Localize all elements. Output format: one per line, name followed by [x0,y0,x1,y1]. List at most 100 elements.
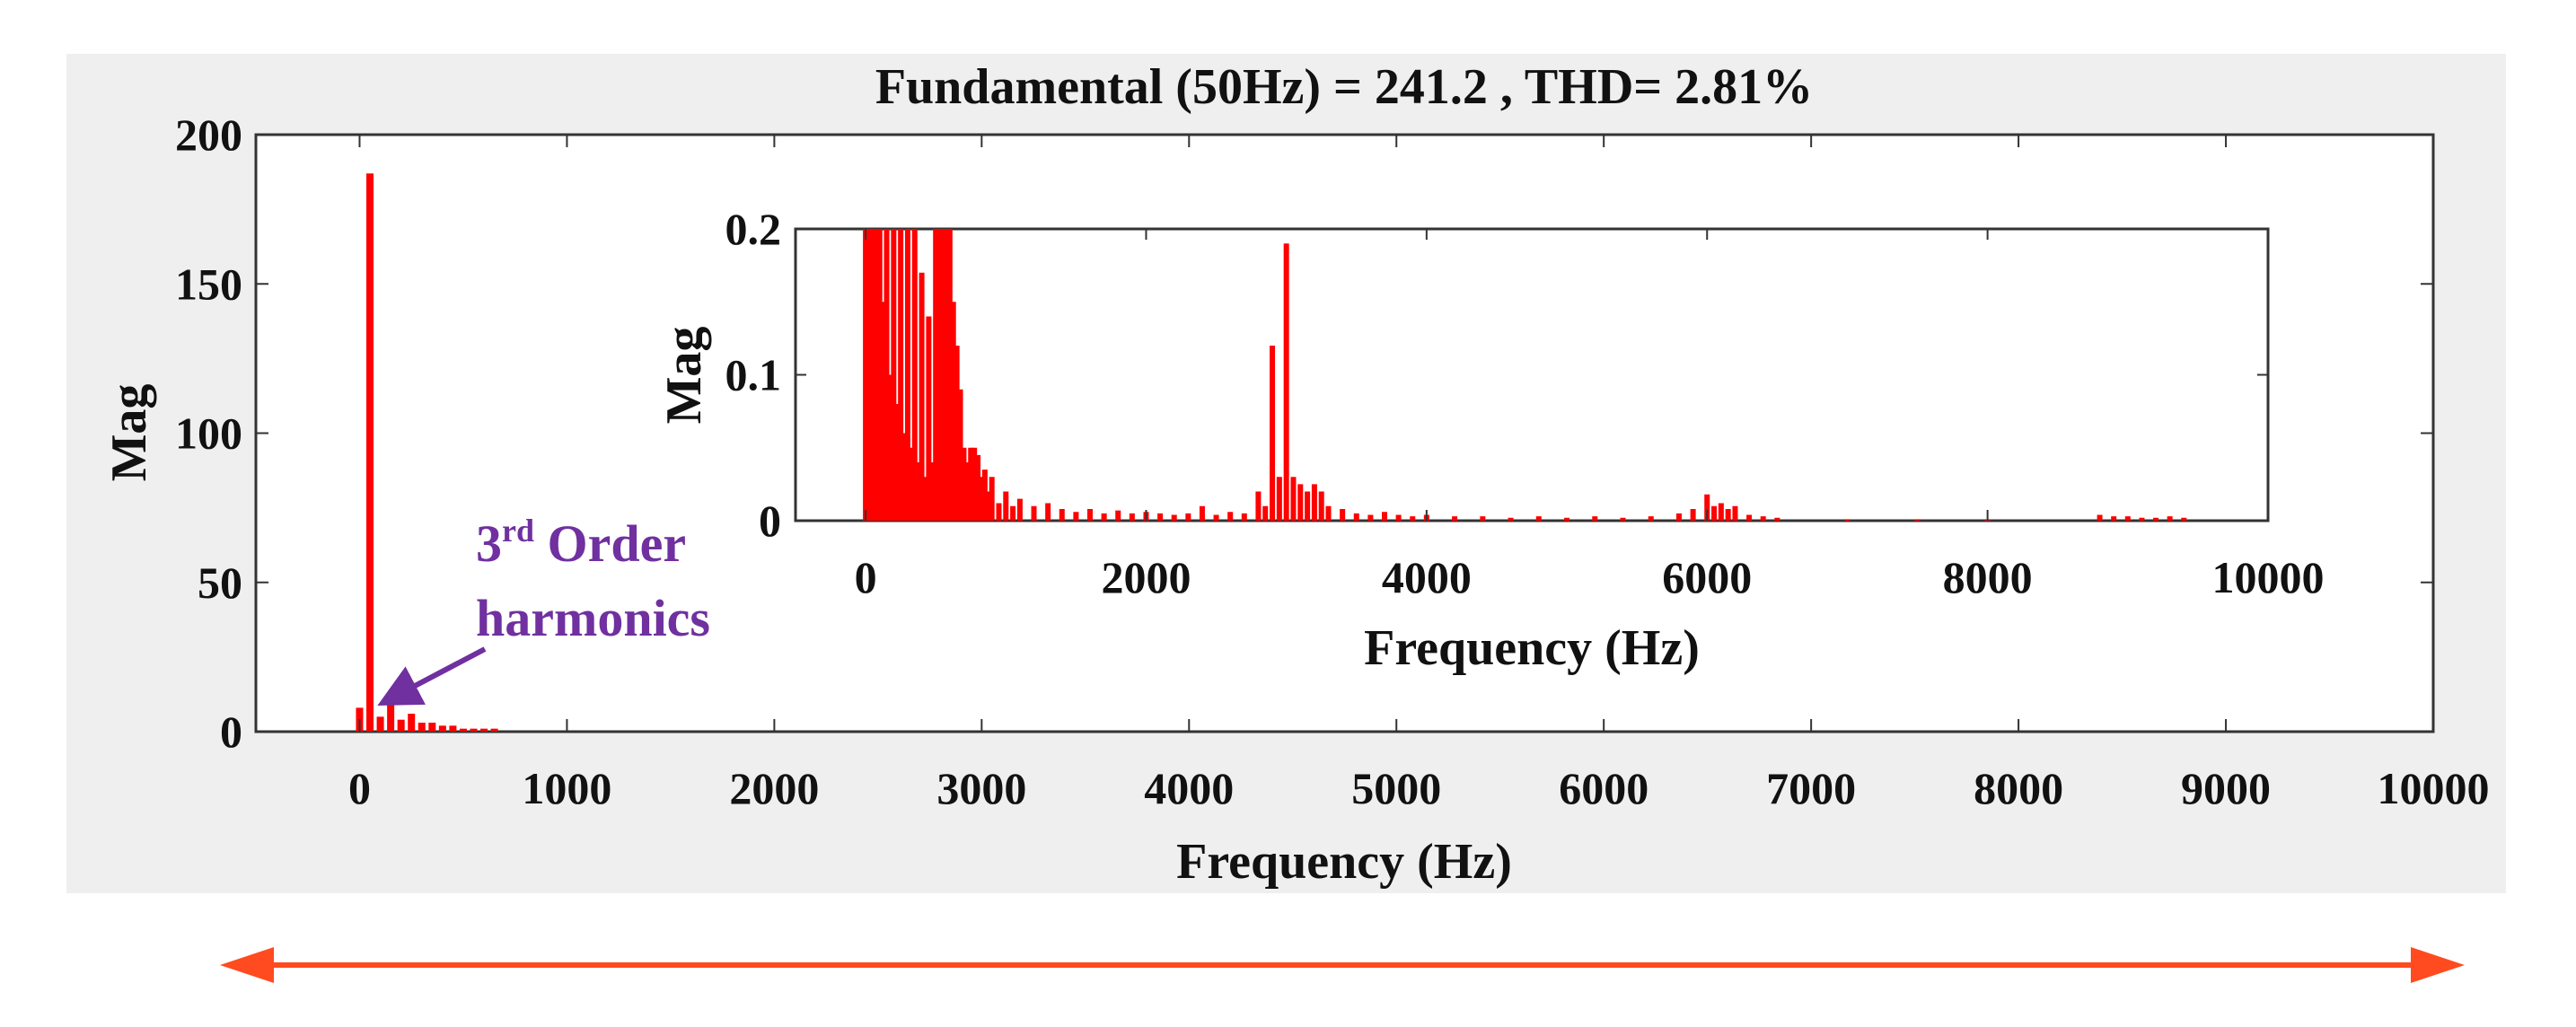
inset-bar-85 [1704,494,1710,521]
main-bar-2 [376,716,384,732]
inset-bar-93 [1844,519,1851,521]
inset-y-ticks: 0 0.1 0.2 [725,204,2268,546]
inset-bar-72 [1395,514,1402,521]
inset-bar-88 [1725,509,1731,521]
inset-bar-25 [950,302,956,521]
main-x-ticks: 0 1000 2000 3000 4000 5000 6000 7000 8000 9000 100… [348,135,2490,813]
inset-x-tick-label: 6000 [1662,552,1752,602]
inset-bar-97 [2111,516,2117,521]
main-y-tick-label: 50 [198,557,242,608]
inset-bar-29 [964,462,971,521]
main-y-tick-label: 0 [220,707,242,757]
inset-plot-area [794,227,2270,522]
inset-bar-59 [1270,346,1276,521]
main-y-tick-label: 100 [175,408,242,459]
main-xlabel: Frequency (Hz) [1176,834,1512,890]
main-y-ticks: 0 50 100 150 200 [175,110,2433,757]
inset-bar-40 [1016,498,1023,521]
inset-bar-4 [876,229,883,521]
inset-bar-65 [1311,484,1317,521]
main-x-tick-label: 7000 [1766,763,1856,813]
inset-x-ticks: 0 2000 4000 6000 8000 10000 [855,229,2325,602]
inset-bar-47 [1115,510,1121,521]
inset-bar-26 [954,346,960,521]
annotation-line1: 3rd Order [476,513,686,573]
inset-bar-37 [996,503,1002,521]
inset-bar-16 [919,272,925,521]
inset-bar-101 [2167,516,2173,521]
inset-bar-18 [926,316,932,521]
main-x-tick-label: 8000 [1974,763,2063,813]
inset-bar-48 [1129,513,1135,521]
inset-bar-31 [971,447,978,521]
annotation-superscript: rd [502,513,534,549]
annotation-base: 3 [476,514,502,573]
main-bar-4 [397,719,405,732]
inset-bar-57 [1255,491,1262,521]
inset-bar-67 [1325,505,1332,521]
inset-bar-66 [1318,491,1324,521]
inset-bar-83 [1676,513,1682,521]
inset-bar-39 [1010,505,1016,521]
inset-bar-11 [901,433,908,521]
main-bar-6 [418,723,426,732]
inset-bar-38 [1003,491,1009,521]
inset-bar-0 [863,229,869,521]
inset-bar-91 [1760,516,1766,521]
inset-bar-36 [989,477,995,521]
inset-bar-84 [1690,509,1696,521]
inset-bar-63 [1297,484,1304,521]
inset-bar-10 [898,229,904,521]
inset-bar-21 [936,229,943,521]
inset-bar-42 [1045,503,1051,521]
inset-bar-52 [1185,513,1191,521]
inset-bar-99 [2139,517,2145,521]
inset-y-tick-label: 0.2 [725,204,782,254]
inset-bar-80 [1592,516,1598,521]
inset-bar-9 [894,404,901,521]
inset-bar-56 [1241,513,1247,521]
main-bar-10 [459,728,467,732]
inset-bar-102 [2181,517,2187,521]
inset-bar-77 [1508,517,1514,521]
main-bar-9 [449,725,457,732]
inset-bar-92 [1774,517,1780,521]
inset-bar-98 [2124,516,2131,521]
inset-y-tick-label: 0 [759,496,781,546]
inset-ylabel: Mag [656,327,712,425]
inset-bar-82 [1648,516,1654,521]
inset-bar-96 [2097,514,2103,521]
inset-bar-28 [961,447,967,521]
inset-bar-94 [1914,519,1921,521]
inset-bar-58 [1262,505,1269,521]
main-bar-13 [490,728,498,732]
annotation-rest: Order [534,514,686,573]
inset-bar-54 [1213,514,1219,521]
inset-bar-30 [968,447,974,521]
inset-bar-14 [911,229,918,521]
range-arrow-right-head [2411,947,2465,983]
inset-bar-22 [940,229,945,521]
inset-x-tick-label: 8000 [1943,552,2033,602]
inset-x-tick-label: 10000 [2212,552,2325,602]
inset-bar-17 [922,477,928,521]
inset-bar-68 [1340,509,1346,521]
main-x-tick-label: 0 [348,763,371,813]
inset-bar-44 [1073,512,1079,521]
main-x-tick-label: 3000 [936,763,1026,813]
inset-bar-24 [946,229,953,521]
inset-x-tick-label: 0 [855,552,877,602]
inset-bar-13 [908,447,914,521]
inset-bar-87 [1718,503,1724,521]
inset-bar-5 [880,302,886,521]
inset-bar-35 [985,491,991,521]
inset-bar-64 [1305,491,1311,521]
inset-bar-89 [1732,505,1738,521]
inset-bar-6 [884,229,890,521]
inset-bar-3 [873,229,879,521]
inset-bar-8 [891,229,897,521]
inset-bar-51 [1171,514,1177,521]
inset-bar-76 [1480,516,1486,521]
main-bar-7 [428,723,436,732]
range-arrow [220,947,2465,983]
